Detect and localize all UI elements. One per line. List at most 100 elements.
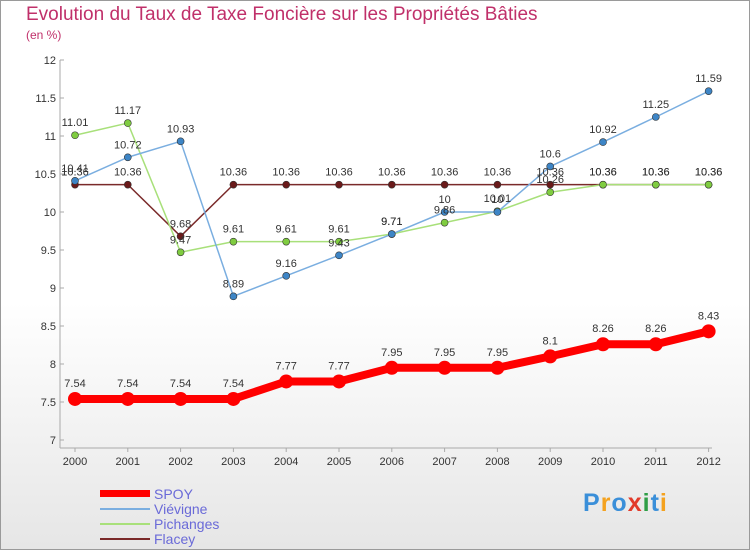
- legend-label-spoy: SPOY: [154, 486, 193, 502]
- data-label-vivigne: 10: [438, 194, 450, 206]
- data-label-vivigne: 10: [491, 194, 503, 206]
- data-label-spoy: 7.54: [170, 378, 191, 390]
- data-point-pichanges: [440, 218, 449, 227]
- proxiti-logo: Proxiti: [583, 489, 668, 517]
- data-label-spoy: 8.1: [543, 335, 558, 347]
- data-point-spoy: [68, 391, 82, 406]
- data-point-vivigne: [387, 230, 396, 238]
- data-label-flacey: 10.36: [484, 167, 512, 179]
- data-point-spoy: [648, 337, 663, 352]
- x-tick-labels: 2000 2001 2002 2003 2004 2005 2006 2007 2008 2009…: [63, 448, 721, 468]
- data-point-spoy: [279, 374, 294, 389]
- data-point-spoy: [226, 391, 241, 406]
- data-label-spoy: 8.43: [698, 310, 719, 322]
- x-tick-label: 2000: [63, 456, 87, 468]
- data-label-vivigne: 10.72: [114, 139, 142, 151]
- data-point-flacey: [546, 180, 555, 189]
- data-label-pichanges: 9.61: [223, 224, 244, 236]
- data-point-spoy: [120, 391, 135, 406]
- data-label-flacey: 10.36: [642, 167, 670, 179]
- x-tick-label: 2012: [696, 456, 720, 468]
- data-label-flacey: 9.68: [170, 218, 191, 230]
- data-point-flacey: [282, 180, 291, 189]
- data-label-flacey: 10.36: [536, 167, 564, 179]
- y-tick-label: 12: [44, 55, 56, 67]
- y-tick-label: 8.5: [41, 321, 56, 333]
- data-point-spoy: [596, 337, 610, 352]
- data-label-vivigne: 11.25: [642, 99, 669, 111]
- y-tick-label: 11.5: [35, 93, 56, 105]
- data-point-flacey: [440, 180, 449, 189]
- data-point-vivigne: [229, 292, 238, 301]
- data-point-spoy: [701, 324, 716, 339]
- data-label-flacey: 10.36: [589, 167, 617, 179]
- data-label-flacey: 10.36: [114, 167, 142, 179]
- data-point-spoy: [384, 360, 399, 375]
- data-label-pichanges: 10.36: [642, 167, 670, 179]
- data-point-spoy: [543, 349, 558, 364]
- x-tick-label: 2001: [116, 456, 140, 468]
- data-label-flacey: 10.36: [695, 167, 723, 179]
- data-label-vivigne: 10.41: [61, 163, 89, 175]
- data-point-flacey: [387, 180, 396, 189]
- data-point-vivigne: [546, 162, 555, 171]
- data-label-spoy: 7.54: [64, 378, 85, 390]
- data-point-spoy: [332, 374, 346, 389]
- data-point-pichanges: [546, 188, 555, 197]
- data-point-vivigne: [282, 272, 291, 280]
- data-point-pichanges: [599, 180, 607, 189]
- data-point-vivigne: [651, 113, 660, 121]
- y-tick-label: 9: [50, 283, 56, 295]
- data-label-spoy: 7.77: [275, 360, 296, 372]
- data-label-pichanges: 11.01: [62, 117, 89, 129]
- data-label-pichanges: 9.86: [434, 205, 455, 217]
- data-label-vivigne: 9.71: [381, 216, 402, 228]
- data-label-pichanges: 10.01: [484, 193, 512, 205]
- legend-label-vievigne: Viévigne: [154, 501, 208, 517]
- data-point-vivigne: [599, 138, 607, 146]
- data-point-vivigne: [493, 208, 502, 216]
- y-tick-label: 9.5: [41, 245, 56, 257]
- data-point-pichanges: [704, 180, 713, 189]
- x-tick-label: 2003: [221, 456, 245, 468]
- x-tick-label: 2004: [274, 456, 298, 468]
- data-label-spoy: 7.77: [328, 360, 349, 372]
- data-point-pichanges: [176, 248, 185, 257]
- data-label-vivigne: 10.6: [539, 148, 560, 160]
- x-tick-label: 2005: [327, 456, 351, 468]
- data-label-spoy: 7.95: [487, 347, 508, 359]
- data-label-pichanges: 10.26: [536, 174, 564, 186]
- data-point-vivigne: [124, 153, 132, 162]
- data-label-spoy: 7.54: [223, 378, 244, 390]
- data-label-spoy: 7.95: [434, 347, 455, 359]
- data-label-pichanges: 9.61: [328, 224, 349, 236]
- data-point-vivigne: [704, 87, 713, 95]
- data-label-vivigne: 9.43: [328, 237, 349, 249]
- data-point-pichanges: [124, 119, 132, 127]
- data-point-spoy: [490, 360, 505, 375]
- data-point-vivigne: [71, 177, 79, 185]
- data-label-vivigne: 10.92: [589, 124, 617, 136]
- data-point-flacey: [493, 180, 502, 189]
- data-point-vivigne: [335, 251, 343, 260]
- y-tick-label: 10.5: [35, 169, 56, 181]
- data-label-vivigne: 10.93: [167, 123, 195, 135]
- data-label-vivigne: 9.16: [275, 258, 296, 270]
- data-point-spoy: [437, 360, 452, 375]
- series-line-vivigne: [74, 90, 709, 298]
- x-tick-label: 2010: [591, 456, 615, 468]
- data-label-pichanges: 9.47: [170, 234, 191, 246]
- series-lines: [68, 87, 716, 406]
- data-label-flacey: 10.36: [431, 167, 459, 179]
- data-label-flacey: 10.36: [272, 167, 300, 179]
- data-point-pichanges: [229, 237, 238, 246]
- x-tick-label: 2006: [380, 456, 404, 468]
- data-label-spoy: 7.54: [117, 378, 138, 390]
- y-tick-label: 7: [50, 435, 56, 447]
- data-label-pichanges: 10.36: [695, 167, 723, 179]
- data-point-flacey: [229, 180, 238, 189]
- data-point-flacey: [335, 180, 343, 189]
- y-tick-labels: 7 7.5 8 8.5 9 9.5 10 10.5 11 11.5 12: [35, 55, 64, 447]
